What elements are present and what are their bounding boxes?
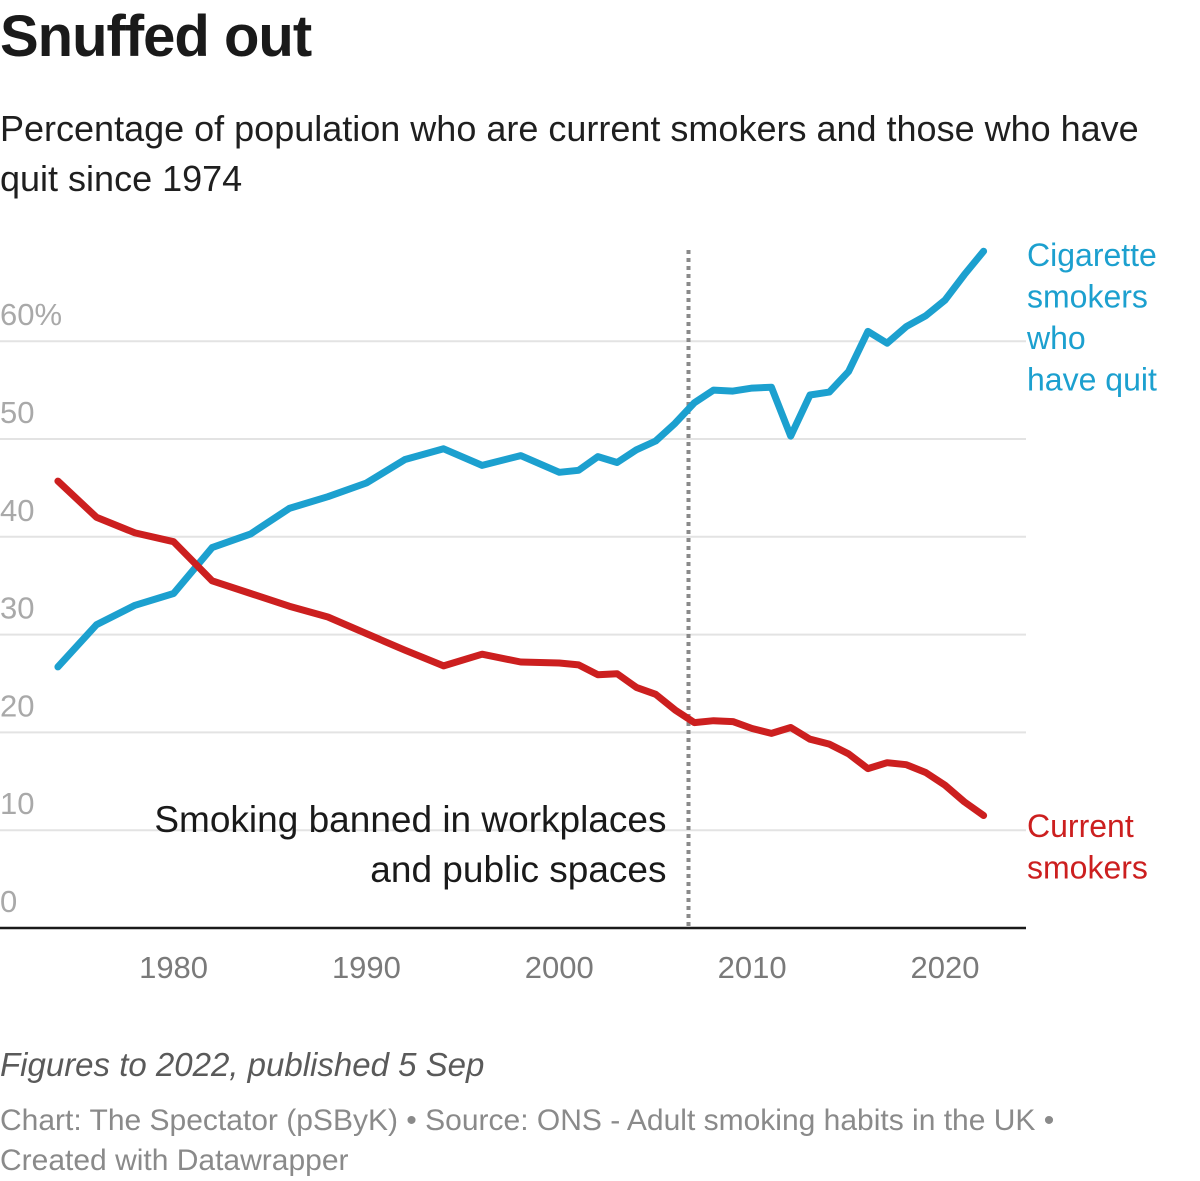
series-label-line: smokers xyxy=(1027,850,1148,886)
x-tick-label: 2000 xyxy=(525,950,594,985)
line-chart: 0 10 20 30 40 50 60% 1980 1990 2000 2010 2020 Smok… xyxy=(0,237,1157,985)
x-tick-label: 2010 xyxy=(718,950,787,985)
x-tick-label: 1990 xyxy=(332,950,401,985)
y-tick-label: 10 xyxy=(0,786,34,821)
y-axis-ticks: 0 10 20 30 40 50 60% xyxy=(0,297,62,919)
y-tick-label: 40 xyxy=(0,493,34,528)
gridlines xyxy=(0,340,1026,930)
ban-annotation-line: and public spaces xyxy=(370,849,666,890)
series-label-line: Current xyxy=(1027,808,1134,844)
credit-separator: • xyxy=(397,1104,426,1137)
current-smokers-series-line xyxy=(54,477,988,819)
series-labels: Cigarette smokers who have quit Current smoke… xyxy=(1026,237,1157,886)
x-tick-label: 1980 xyxy=(139,950,208,985)
y-tick-label: 20 xyxy=(0,688,34,723)
credit-source: Source: ONS - Adult smoking habits in th… xyxy=(425,1104,1036,1137)
series-label-line: smokers xyxy=(1027,279,1148,315)
series-label-line: Cigarette xyxy=(1027,237,1157,273)
chart-subtitle: Percentage of population who are current… xyxy=(0,108,1139,199)
current-smokers-series-label: Current smokers xyxy=(1027,808,1148,886)
ban-annotation: Smoking banned in workplaces and public s… xyxy=(154,799,666,890)
quit-series-label: Cigarette smokers who have quit xyxy=(1026,237,1157,398)
x-tick-label: 2020 xyxy=(911,950,980,985)
y-tick-label: 60% xyxy=(0,297,62,332)
y-tick-label: 30 xyxy=(0,591,34,626)
series-lines xyxy=(54,247,988,819)
quit-series-line xyxy=(54,247,988,671)
y-tick-label: 50 xyxy=(0,395,34,430)
credit-separator: • xyxy=(1035,1104,1055,1137)
credit-created: Created with Datawrapper xyxy=(0,1144,349,1177)
x-axis-ticks: 1980 1990 2000 2010 2020 xyxy=(139,950,979,985)
chart-notes: Figures to 2022, published 5 Sep xyxy=(0,1046,485,1083)
chart-credit: Chart: The Spectator (pSByK) • Source: O… xyxy=(0,1101,1190,1181)
series-label-line: have quit xyxy=(1027,362,1157,398)
series-label-line: who xyxy=(1026,320,1086,356)
credit-chart: Chart: The Spectator (pSByK) xyxy=(0,1104,398,1137)
chart-title: Snuffed out xyxy=(0,4,312,69)
y-tick-label: 0 xyxy=(0,884,17,919)
annotation-layer: Smoking banned in workplaces and public s… xyxy=(154,250,691,926)
ban-annotation-line: Smoking banned in workplaces xyxy=(154,799,666,840)
